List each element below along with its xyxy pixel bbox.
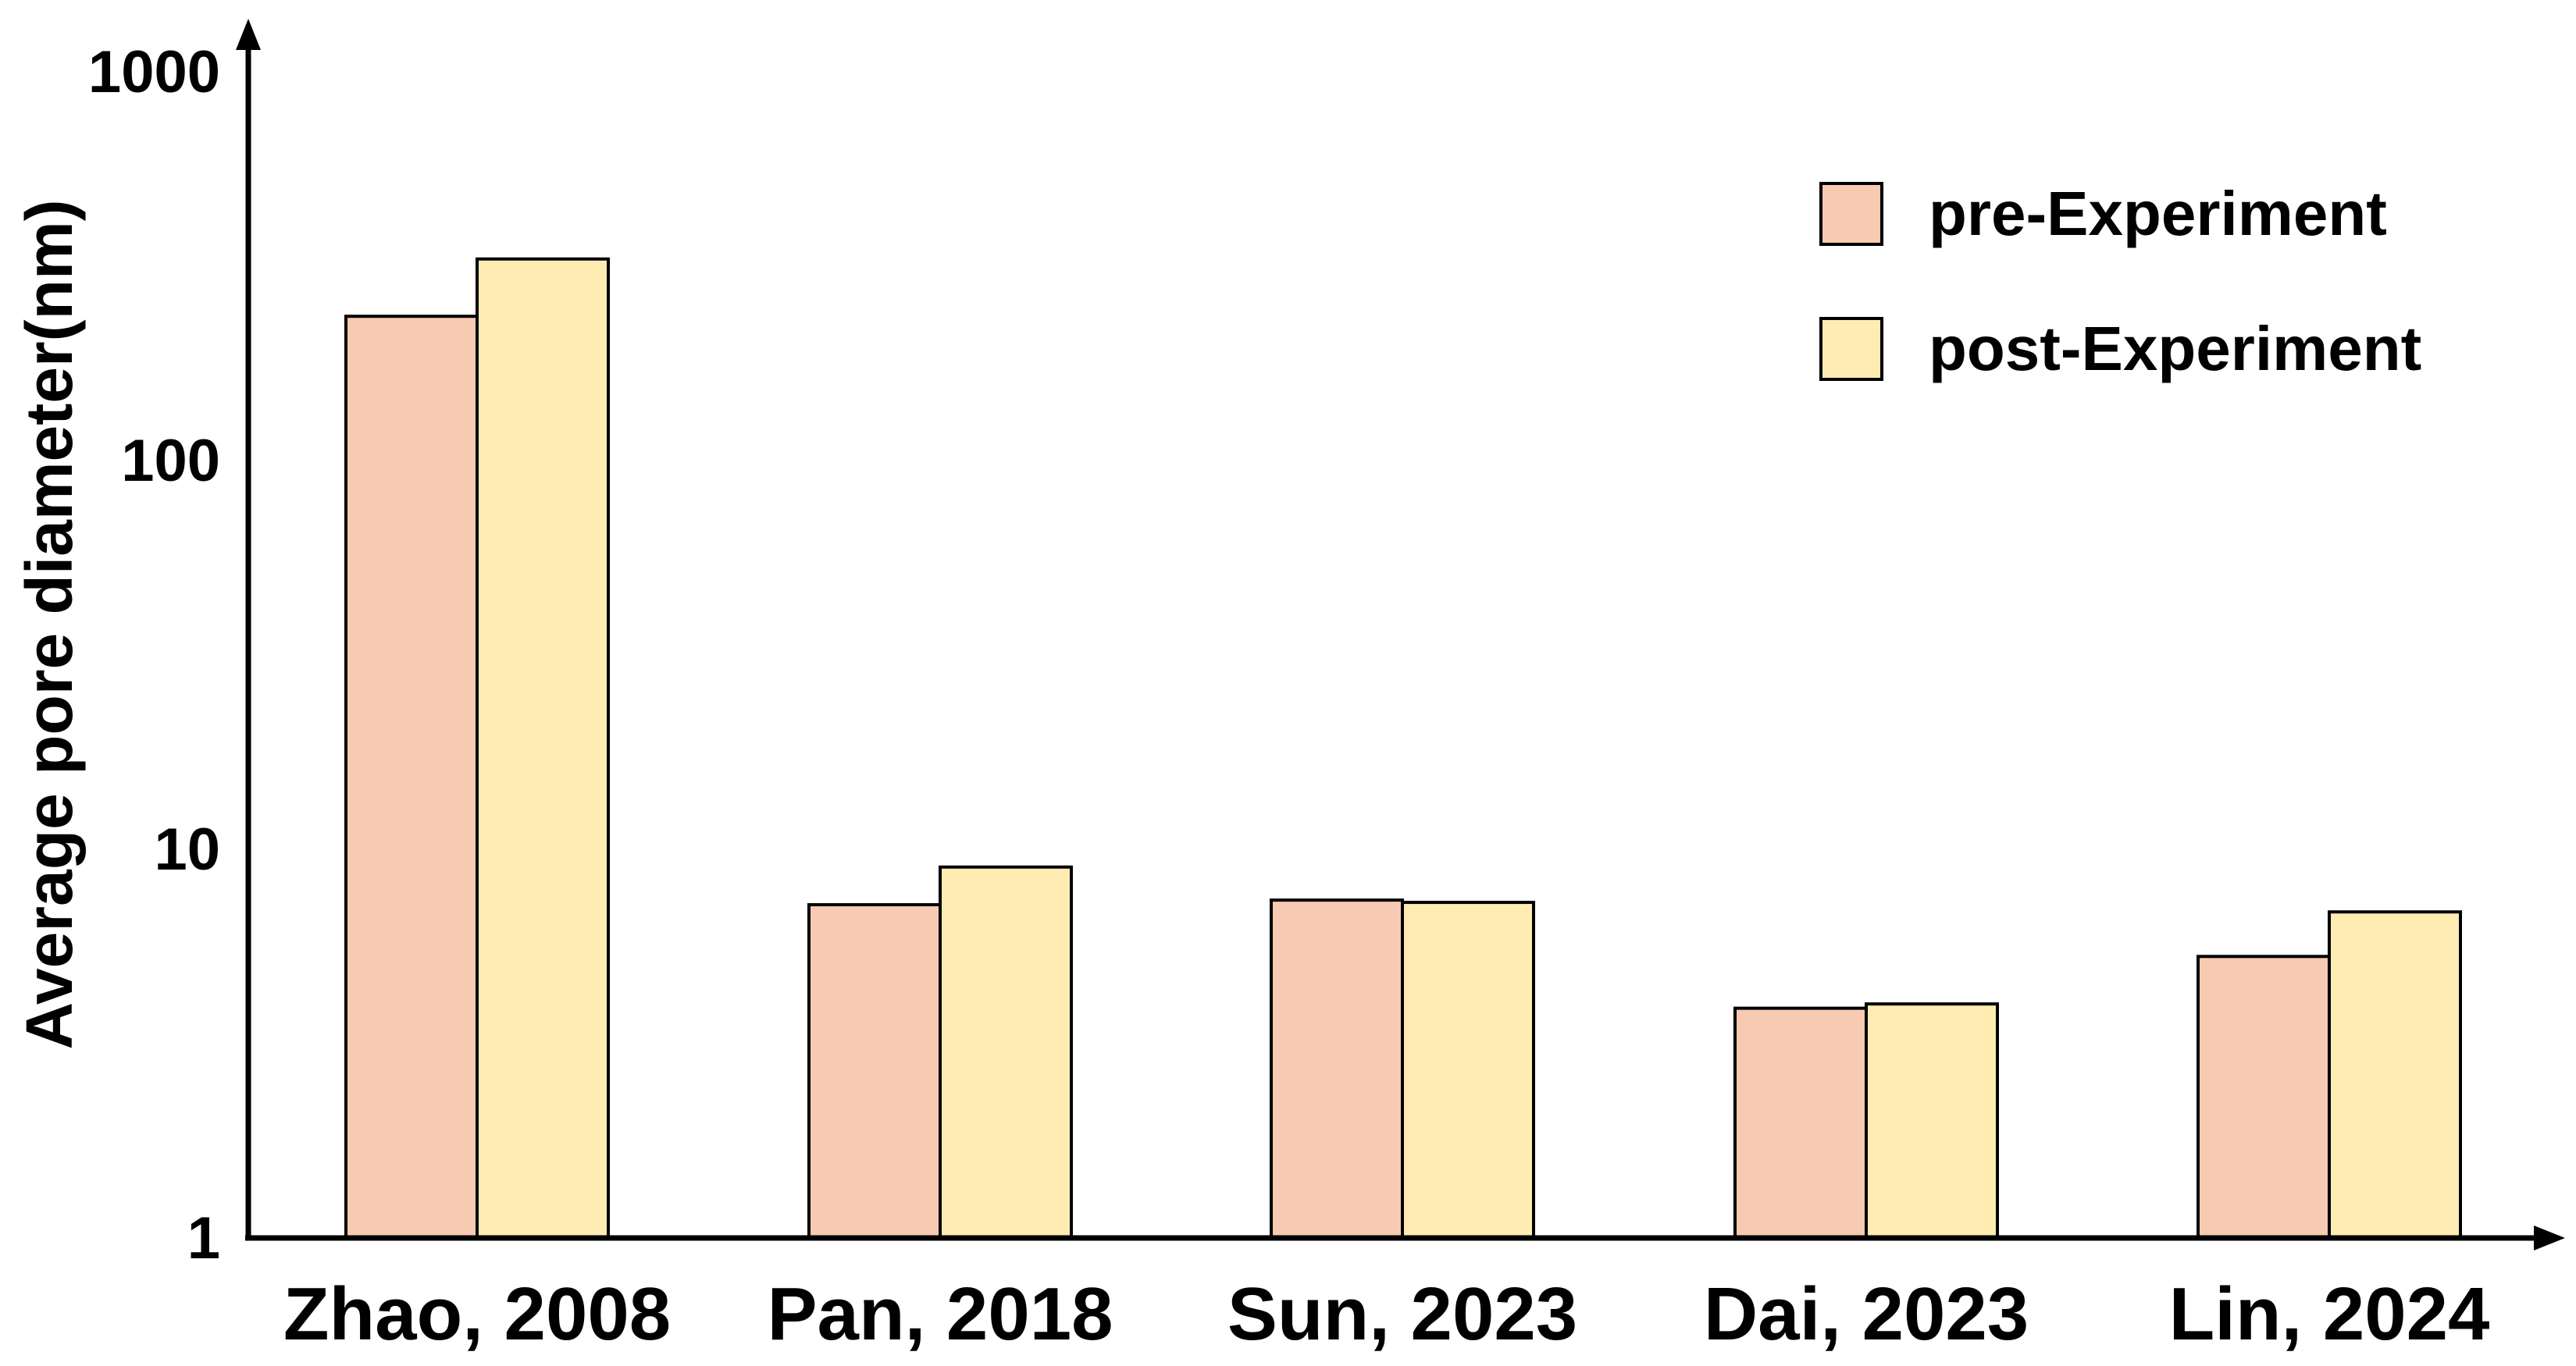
y-axis-label: Average pore diameter(nm): [12, 199, 86, 1049]
y-tick-label: 10: [154, 816, 220, 883]
y-tick-label: 1: [187, 1205, 220, 1272]
bar-post-3: [1865, 1002, 1999, 1240]
bar-pre-1: [807, 903, 942, 1240]
bar-pre-4: [2197, 955, 2331, 1240]
legend-label-post: post-Experiment: [1929, 314, 2421, 383]
x-category-label: Sun, 2023: [1227, 1272, 1577, 1356]
x-category-label: Zhao, 2008: [283, 1272, 671, 1356]
bar-pre-3: [1733, 1006, 1868, 1240]
x-category-label: Lin, 2024: [2169, 1272, 2490, 1356]
x-category-label: Dai, 2023: [1704, 1272, 2029, 1356]
bar-pre-0: [344, 315, 479, 1240]
legend-swatch-pre: [1819, 182, 1883, 246]
x-category-label: Pan, 2018: [768, 1272, 1113, 1356]
legend: pre-Experiment post-Experiment: [1819, 179, 2421, 383]
x-axis-arrow: [2534, 1225, 2565, 1250]
x-labels-layer: Zhao, 2008 Pan, 2018 Sun, 2023 Dai, 2023 Lin…: [283, 1272, 2490, 1356]
legend-swatch-post: [1819, 317, 1883, 381]
bar-post-1: [939, 865, 1073, 1240]
bar-pre-2: [1270, 898, 1404, 1240]
y-ticks-layer: 1 10 100 1000: [88, 39, 220, 1272]
y-tick-label: 1000: [88, 39, 220, 105]
y-tick-label: 100: [121, 428, 220, 494]
legend-label-pre: pre-Experiment: [1929, 179, 2387, 248]
bars-layer: [344, 257, 2462, 1240]
bar-post-2: [1401, 901, 1535, 1240]
bar-post-4: [2328, 910, 2462, 1240]
y-axis-arrow: [236, 19, 261, 50]
bar-post-0: [476, 257, 610, 1240]
